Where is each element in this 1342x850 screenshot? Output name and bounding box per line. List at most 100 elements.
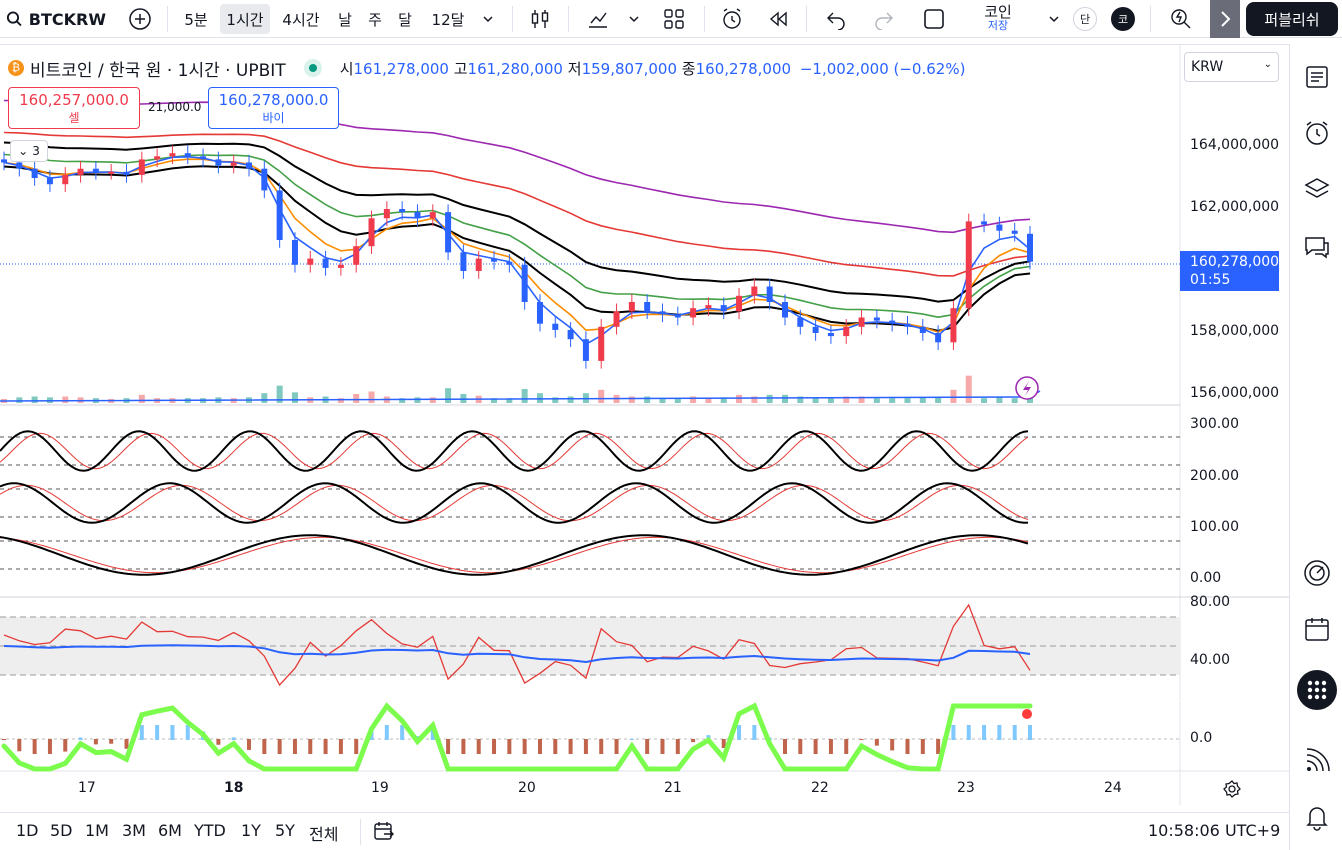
candle [628,302,635,312]
stoch-tick: 300.00 [1190,416,1239,432]
candle [62,174,69,185]
alerts-button[interactable] [1300,116,1334,150]
chart-canvas[interactable] [0,45,1289,805]
watchlist-button[interactable] [1300,60,1334,94]
range-1d[interactable]: 1D [16,821,39,840]
layout-save-button[interactable]: 코인 저장 [966,4,1030,34]
interval-4h[interactable]: 4시간 [282,10,320,29]
redo-icon [875,12,893,30]
macd-histogram-bar [17,739,22,752]
redo-button[interactable] [866,4,902,34]
range-all[interactable]: 전체 [309,825,339,844]
symbol-search-button[interactable]: BTCKRW [6,4,106,34]
volume-bar [1011,398,1018,403]
chart-pane[interactable] [0,44,1289,805]
volume-bar [491,398,498,403]
range-ytd[interactable]: YTD [194,821,226,840]
range-5d[interactable]: 5D [50,821,73,840]
currency-select[interactable]: KRW ⌄ [1184,52,1279,82]
axis-settings-button[interactable] [1222,779,1242,803]
candle [16,162,23,169]
goto-date-button[interactable] [372,819,396,847]
indicator-legend-toggle[interactable]: ⌄ 3 [10,140,48,162]
quick-search-button[interactable] [1163,4,1199,34]
avatar-button-1[interactable]: 단 [1073,7,1097,31]
ohlc-values: 시161,278,000 고161,280,000 저159,807,000 종… [340,58,966,79]
range-1y[interactable]: 1Y [241,821,261,840]
interval-5m[interactable]: 5분 [184,10,208,29]
candle [705,305,712,309]
range-5y[interactable]: 5Y [275,821,295,840]
candle [950,308,957,343]
streams-button[interactable] [1300,744,1334,778]
moving-average-line [3,141,1031,303]
indicators-button[interactable] [580,4,616,34]
time-tick: 19 [371,780,389,796]
macd-histogram-bar [446,739,451,754]
macd-histogram-bar [537,739,542,754]
bottom-toolbar: 1D 5D 1M 3M 6M YTD 1Y 5Y 전체 10:58:06 UTC… [0,812,1289,850]
range-6m[interactable]: 6M [158,821,182,840]
clock-display[interactable]: 10:58:06 UTC+9 [1148,821,1281,840]
fullscreen-button[interactable] [916,4,952,34]
volume-bar [705,398,712,403]
volume-bar [506,398,513,403]
layout-dropdown[interactable] [1042,4,1066,34]
range-3m[interactable]: 3M [122,821,146,840]
interval-dropdown[interactable] [476,4,500,34]
alert-button[interactable] [714,4,750,34]
volume-bar [797,396,804,403]
time-tick: 17 [78,780,96,796]
publish-button[interactable]: 퍼블리쉬 [1246,2,1338,36]
avatar-button-2[interactable]: 코 [1111,7,1135,31]
interval-month[interactable]: 달 [398,10,412,29]
layout-button[interactable] [656,4,692,34]
candle [475,258,482,271]
candle [1027,233,1033,262]
chart-type-button[interactable] [522,4,558,34]
volume-bar [16,397,23,403]
square-icon [924,9,944,29]
range-1m[interactable]: 1M [85,821,109,840]
volume-bar [521,389,528,403]
bell-icon [1306,807,1328,831]
macd-histogram-bar [216,739,221,745]
macd-histogram-bar [828,739,833,754]
volume-bar [812,397,819,403]
macd-histogram-bar [660,739,665,754]
calendar-button[interactable] [1300,612,1334,646]
replay-button[interactable] [760,4,796,34]
candle [659,311,666,315]
interval-week[interactable]: 주 [368,10,382,29]
high-label: 고 [453,59,468,78]
volume-bar [644,396,651,403]
undo-button[interactable] [818,4,854,34]
indicators-dropdown[interactable] [622,4,646,34]
bitcoin-icon: ₿ [8,60,24,76]
candle [1011,230,1018,234]
divider [1150,6,1151,32]
macd-histogram-bar [507,739,512,754]
notifications-button[interactable] [1300,800,1334,834]
object-tree-button[interactable] [1300,172,1334,206]
open-value: 161,278,000 [353,59,449,78]
divider [806,6,807,32]
candle [46,178,53,185]
buy-button[interactable]: 160,278,000.0 바이 [208,87,339,129]
toggle-panel-button[interactable] [1210,0,1240,38]
grid-icon [664,9,684,29]
ideas-button[interactable] [1300,556,1334,590]
chat-button[interactable] [1300,230,1334,264]
volume-bar [138,394,145,403]
interval-day[interactable]: 날 [338,10,352,29]
apps-button[interactable] [1297,670,1337,710]
compare-add-button[interactable] [121,4,159,34]
interval-12m[interactable]: 12달 [431,10,465,29]
macd-histogram-bar [920,739,925,754]
price-tick: 156,000,000 [1190,385,1280,401]
interval-1h[interactable]: 1시간 [220,4,270,34]
sell-button[interactable]: 160,257,000.0 셀 [8,87,140,129]
candle [613,311,620,327]
volume-bar [736,394,743,403]
layout-name: 코인 [984,3,1012,21]
